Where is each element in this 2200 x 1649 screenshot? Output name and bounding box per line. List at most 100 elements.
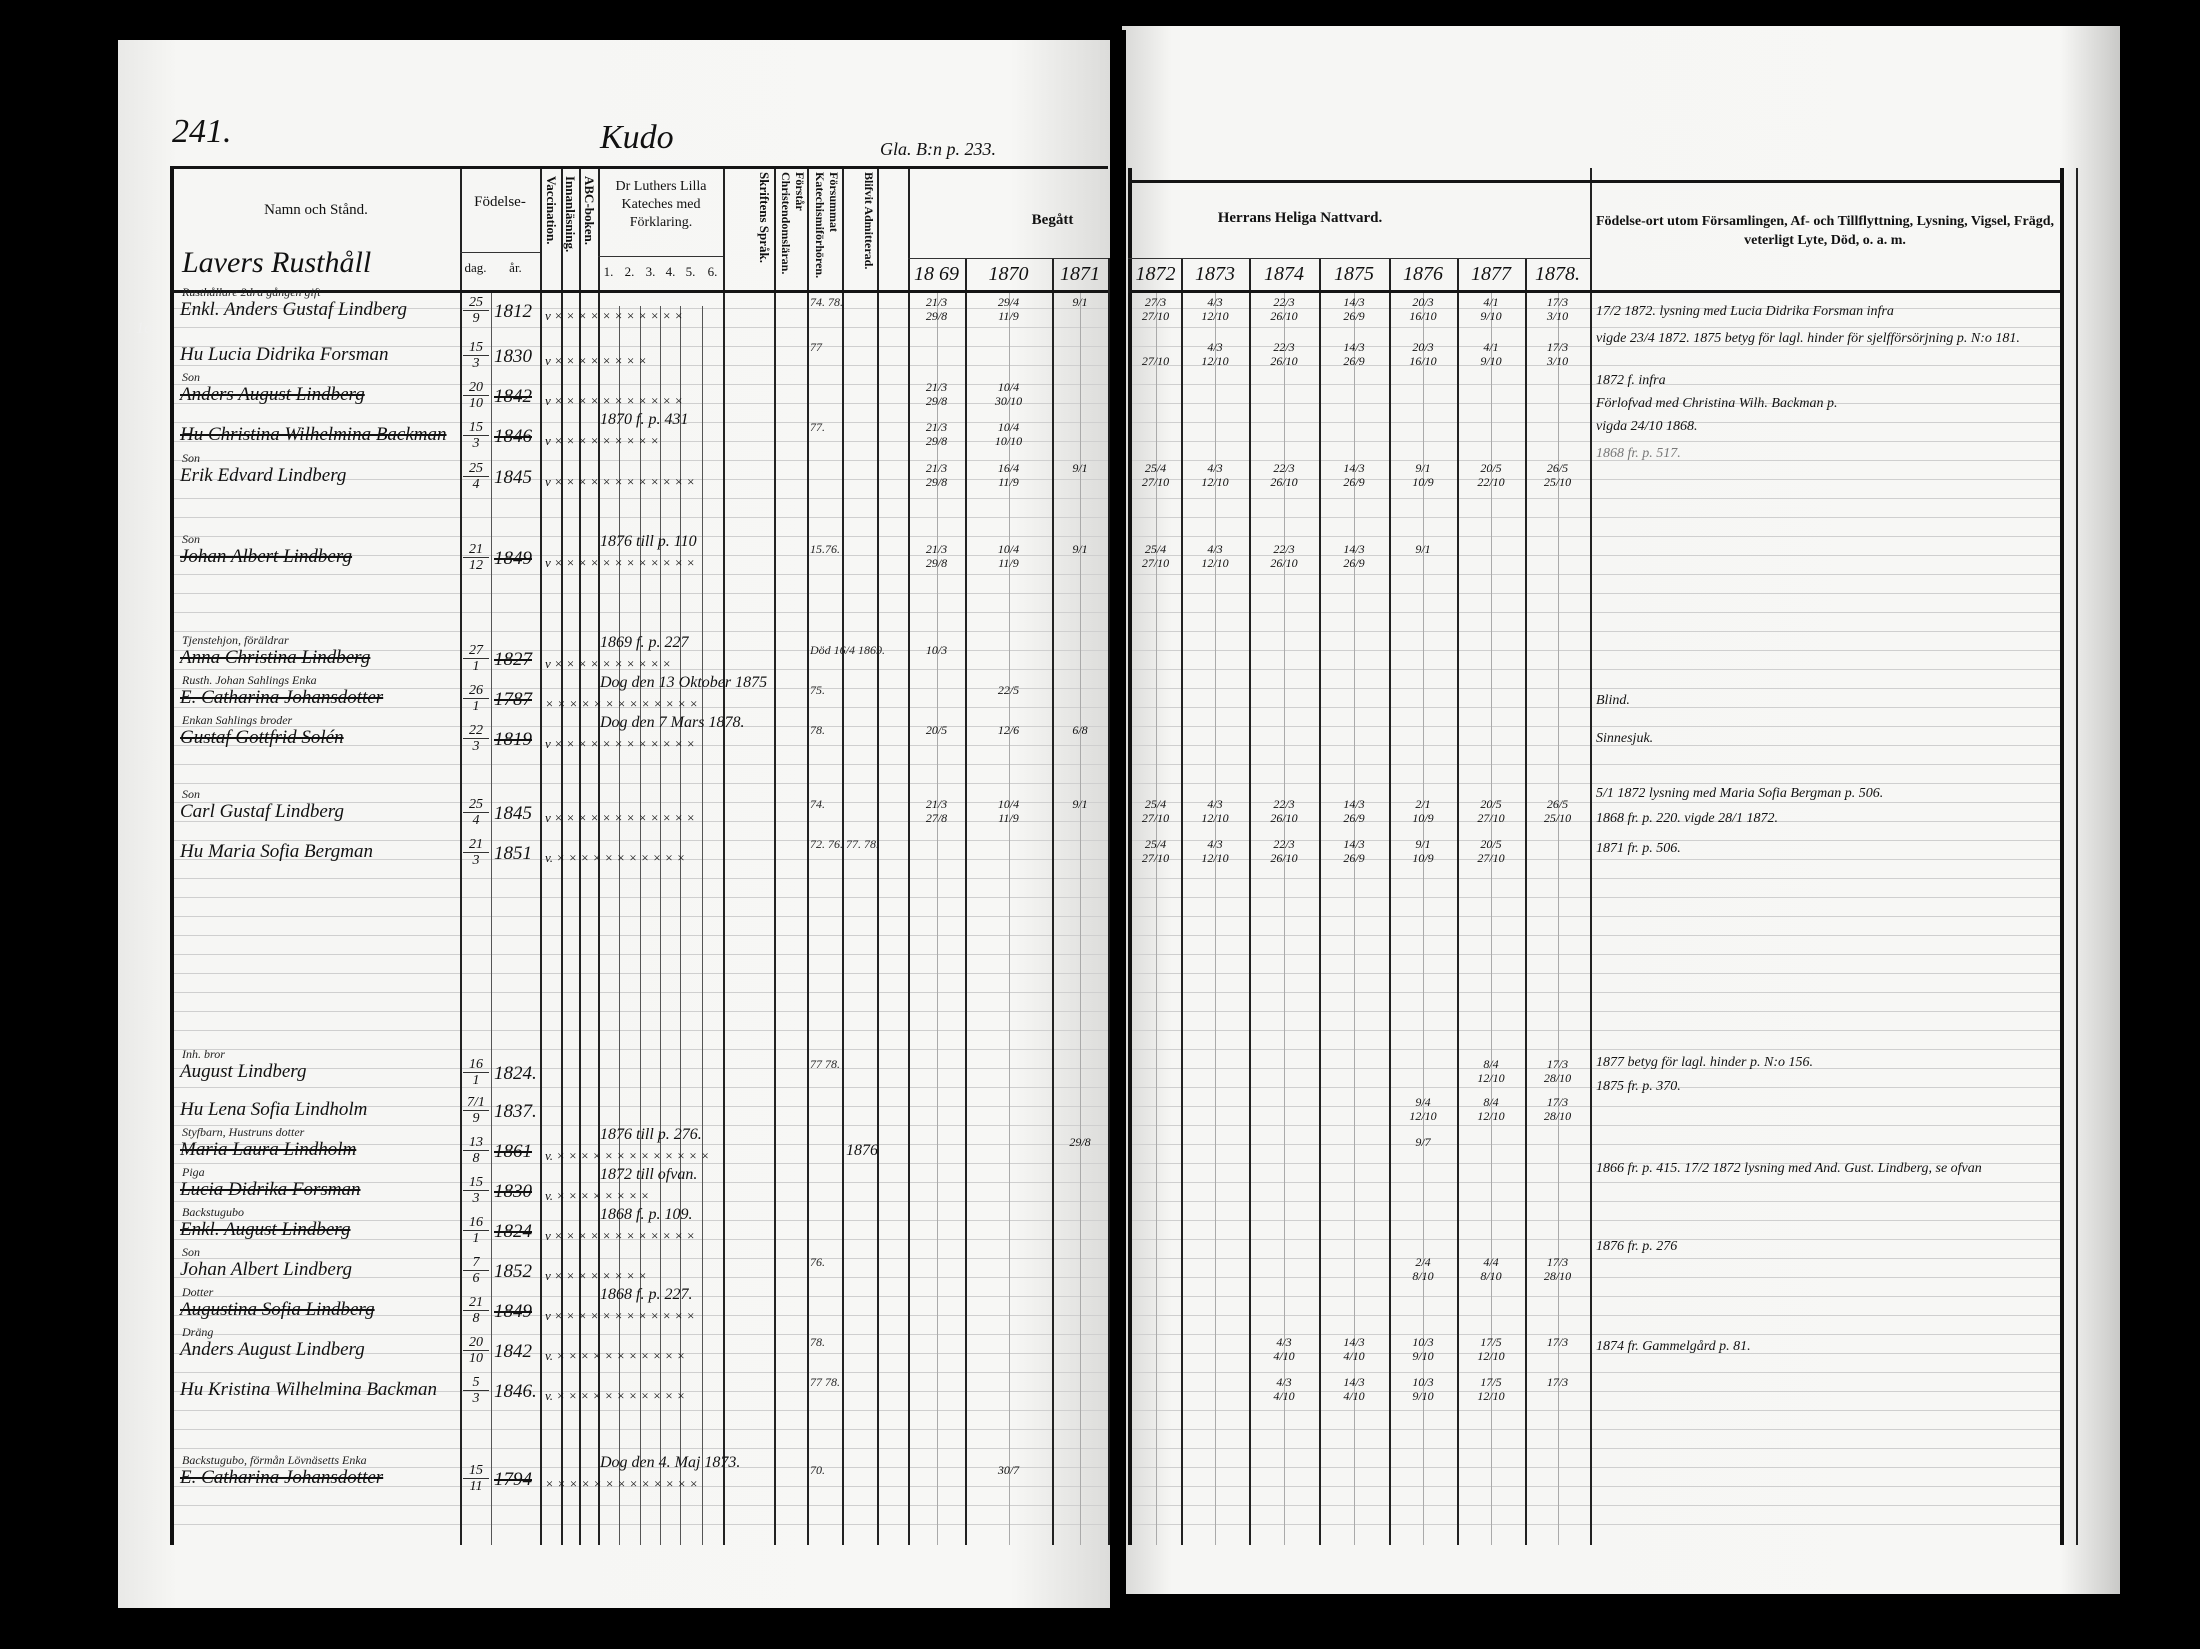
ruled-lines-right: [1128, 290, 2060, 1540]
birth-day: 27: [463, 643, 489, 659]
catechism-part-number: 2.: [624, 264, 635, 279]
row-remark: Dog den 7 Mars 1878.: [600, 714, 745, 731]
catechism-part-number: 3.: [645, 264, 656, 279]
year-heading: 1874: [1264, 263, 1304, 285]
communion-date: 9/10: [1480, 354, 1502, 368]
catechism-marks: v × × × × × × × × × ×: [545, 656, 671, 671]
year-column-rule: [1525, 258, 1527, 1545]
communion-date: 29/8: [925, 475, 948, 489]
communion-date: 28/10: [1543, 1071, 1572, 1085]
year-column-rule: [965, 258, 967, 1545]
communion-date: 4/3: [1207, 837, 1223, 851]
communion-date: 8/10: [1412, 1269, 1434, 1283]
missed-examinations: 75.: [810, 683, 825, 697]
communion-date: 4/3: [1276, 1375, 1292, 1389]
communion-date: 21/3: [925, 295, 948, 309]
half-column-rule: [1155, 292, 1157, 1545]
communion-date: 26/10: [1270, 851, 1298, 865]
communion-date: 26/9: [1343, 851, 1365, 865]
communion-date: 16/10: [1409, 354, 1437, 368]
catechism-marks: × × × × × × × × × × × × ×: [545, 1476, 699, 1491]
row-occupation: Inh. bror: [182, 1047, 225, 1061]
communion-date: 26/10: [1270, 811, 1298, 825]
column-rule: [619, 306, 620, 1545]
communion-date: 16/4: [997, 461, 1020, 475]
catechism-marks: v × × × × × × × × × × ×: [545, 393, 684, 408]
birth-day: 16: [463, 1215, 489, 1231]
row-name: Carl Gustaf Lindberg: [180, 801, 344, 822]
missed-examinations: 77 78.: [810, 1375, 840, 1389]
column-rule: [774, 168, 776, 1545]
catechism-marks: × × × × × × × × × × × × ×: [545, 696, 699, 711]
communion-date: 8/4: [1483, 1057, 1499, 1071]
note-entry: vigda 24/10 1868.: [1596, 419, 1698, 434]
half-column-rule: [1423, 292, 1424, 1545]
communion-date: 28/10: [1543, 1269, 1572, 1283]
row-occupation: Son: [182, 1245, 200, 1259]
communion-date: 12/10: [1477, 1349, 1505, 1363]
birth-day: 21: [463, 837, 489, 853]
catechism-marks: v. × × × × × × × × × × ×: [545, 1348, 686, 1363]
half-column-rule: [936, 292, 938, 1545]
communion-date: 12/10: [1201, 556, 1229, 570]
communion-date: 26/10: [1270, 309, 1298, 323]
missed-examinations: 74.: [810, 797, 825, 811]
year-heading: 1878.: [1535, 263, 1580, 285]
communion-date: 17/5: [1480, 1375, 1502, 1389]
communion-date: 29/4: [997, 295, 1020, 309]
row-name: Anders August Lindberg: [180, 384, 365, 405]
communion-date: 8/10: [1480, 1269, 1502, 1283]
column-rule: [842, 168, 844, 1545]
birth-month: 10: [469, 1351, 483, 1366]
communion-date: 26/9: [1343, 556, 1365, 570]
communion-date: 9/7: [1415, 1135, 1431, 1149]
communion-date: 25/4: [1144, 797, 1167, 811]
column-rule: [491, 291, 492, 1545]
communion-date: 21/3: [925, 542, 948, 556]
header-top-rule: [1128, 180, 2062, 183]
communion-date: 12/10: [1477, 1389, 1505, 1403]
communion-date: 12/10: [1201, 475, 1229, 489]
catechism-marks: v. × × × × × × × × × × ×: [545, 1388, 686, 1403]
catechism-part-number: 5.: [685, 264, 696, 279]
communion-date: 3/10: [1546, 309, 1569, 323]
row-name: Hu Lena Sofia Lindholm: [180, 1099, 368, 1120]
communion-date: 9/1: [1072, 461, 1088, 475]
row-name: Anna Christina Lindberg: [180, 647, 371, 668]
note-entry: 1875 fr. p. 370.: [1596, 1079, 1681, 1094]
column-rule: [680, 306, 681, 1545]
year-column-rule: [1389, 258, 1391, 1545]
communion-date: 26/10: [1270, 556, 1298, 570]
communion-date: 28/10: [1543, 1109, 1572, 1123]
margin-mark: 1o: [136, 320, 152, 337]
communion-date: 12/10: [1201, 851, 1229, 865]
year-heading: 1875: [1334, 263, 1374, 285]
row-remark: 1869 f. p. 227: [600, 634, 689, 651]
communion-date: 27/10: [1141, 475, 1170, 489]
column-rule: [660, 306, 661, 1545]
communion-date: 29/8: [925, 434, 948, 448]
communion-date: 3/10: [1546, 354, 1569, 368]
row-occupation: Backstugubo, förmån Lövnäsetts Enka: [182, 1453, 367, 1467]
birth-month: 3: [472, 1191, 480, 1206]
birth-year: 1861: [494, 1141, 532, 1162]
row-remark: Dog den 4. Maj 1873.: [600, 1454, 741, 1471]
communion-date: 25/4: [1144, 461, 1167, 475]
communion-date: 27/8: [925, 811, 948, 825]
communion-date: 17/3: [1546, 295, 1569, 309]
row-occupation: Dräng: [182, 1325, 214, 1339]
place-name: Kudo: [600, 119, 674, 156]
communion-date: 10/9: [1412, 811, 1434, 825]
column-rule: [2060, 168, 2064, 1545]
communion-date: 17/3: [1546, 1375, 1569, 1389]
col-abc: ABC-boken.: [582, 176, 597, 245]
catechism-marks: v × × × × × × × × × × × ×: [545, 474, 696, 489]
row-occupation: Styfbarn, Hustruns dotter: [182, 1125, 305, 1139]
birth-year: 1830: [494, 1181, 532, 1202]
birth-day: 25: [463, 461, 489, 477]
communion-date: 14/3: [1343, 1335, 1365, 1349]
row-name: Enkl. Anders Gustaf Lindberg: [180, 299, 407, 320]
communion-date: 10/9: [1412, 475, 1434, 489]
communion-date: 29/8: [925, 556, 948, 570]
catechism-marks: v × × × × × × × ×: [545, 1268, 647, 1283]
